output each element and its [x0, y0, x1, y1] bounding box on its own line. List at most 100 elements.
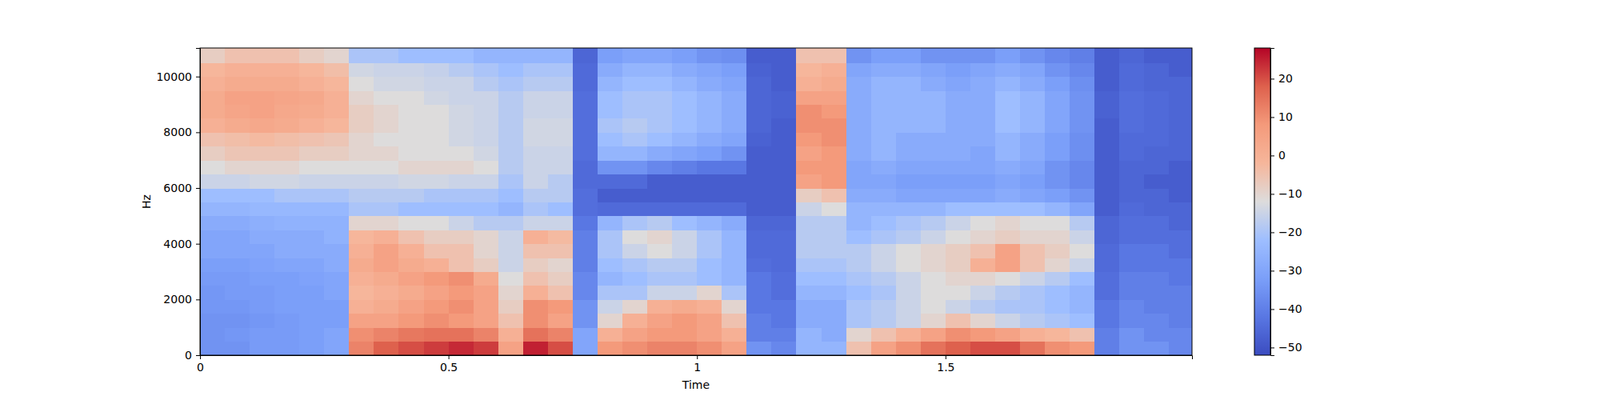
heatmap-cell: [373, 216, 400, 231]
tick: 0.5: [440, 355, 458, 374]
heatmap-cell: [622, 313, 648, 328]
heatmap-cell: [324, 174, 350, 189]
heatmap-cell: [821, 285, 848, 300]
heatmap-cell: [548, 244, 574, 259]
heatmap-cell: [224, 201, 251, 216]
heatmap-cell: [299, 299, 325, 314]
heatmap-cell: [1094, 76, 1120, 92]
heatmap-cell: [249, 90, 276, 105]
heatmap-cell: [1044, 299, 1071, 314]
heatmap-cell: [523, 90, 549, 105]
heatmap-cell: [871, 272, 897, 287]
heatmap-cell: [548, 257, 574, 272]
heatmap-cell: [1069, 272, 1096, 287]
heatmap-cell: [647, 48, 673, 64]
heatmap-cell: [200, 62, 226, 77]
heatmap-cell: [995, 174, 1021, 189]
heatmap-cell: [1119, 174, 1145, 189]
heatmap-cell: [348, 132, 375, 147]
heatmap-cell: [1094, 216, 1120, 231]
heatmap-cell: [846, 104, 872, 120]
heatmap-cell: [771, 132, 797, 147]
heatmap-cell: [647, 62, 673, 77]
heatmap-cell: [548, 132, 574, 147]
heatmap-cell: [398, 104, 424, 120]
heatmap-cell: [1168, 132, 1192, 147]
heatmap-cell: [200, 132, 226, 147]
heatmap-cell: [324, 118, 350, 133]
heatmap-cell: [821, 104, 848, 120]
heatmap-cell: [1044, 90, 1071, 105]
heatmap-cell: [1094, 174, 1120, 189]
heatmap-cell: [1119, 216, 1145, 231]
heatmap-cell: [597, 118, 624, 133]
heatmap-cell: [348, 48, 375, 64]
heatmap-cell: [1168, 104, 1192, 120]
heatmap-cell: [821, 160, 848, 175]
heatmap-cell: [672, 90, 698, 105]
heatmap-cell: [572, 132, 599, 147]
heatmap-cell: [597, 216, 624, 231]
heatmap-cell: [970, 201, 996, 216]
heatmap-cell: [746, 299, 772, 314]
heatmap-cell: [373, 341, 400, 356]
heatmap-cell: [771, 118, 797, 133]
heatmap-cell: [473, 216, 500, 231]
tick: 0: [184, 348, 200, 362]
heatmap-cell: [1020, 104, 1046, 120]
heatmap-cell: [920, 299, 947, 314]
heatmap-cell: [970, 146, 996, 161]
heatmap-cell: [821, 76, 848, 92]
heatmap-cell: [200, 188, 226, 203]
heatmap-cell: [523, 132, 549, 147]
heatmap-cell: [1069, 118, 1096, 133]
heatmap-cell: [473, 160, 500, 175]
heatmap-cell: [398, 146, 424, 161]
heatmap-cell: [846, 76, 872, 92]
heatmap-cell: [373, 313, 400, 328]
heatmap-cell: [920, 90, 947, 105]
heatmap-cell: [373, 201, 400, 216]
heatmap-cell: [672, 118, 698, 133]
heatmap-cell: [1119, 118, 1145, 133]
tick: −10: [1270, 187, 1303, 200]
heatmap-cell: [424, 244, 450, 259]
tick-label: −40: [1278, 302, 1303, 316]
heatmap-cell: [672, 244, 698, 259]
heatmap-cell: [970, 160, 996, 175]
heatmap-cell: [821, 313, 848, 328]
heatmap-cell: [796, 62, 822, 77]
heatmap-cell: [348, 118, 375, 133]
heatmap-cell: [274, 174, 300, 189]
heatmap-cell: [746, 216, 772, 231]
heatmap-cell: [373, 62, 400, 77]
heatmap-cell: [523, 146, 549, 161]
axis-line: [1271, 48, 1276, 356]
heatmap-cell: [1144, 118, 1170, 133]
heatmap-cell: [523, 118, 549, 133]
heatmap-cell: [548, 146, 574, 161]
heatmap-cell: [373, 146, 400, 161]
heatmap-cell: [1119, 146, 1145, 161]
heatmap-cell: [548, 285, 574, 300]
heatmap-cell: [771, 62, 797, 77]
heatmap-cell: [398, 341, 424, 356]
heatmap-cell: [1069, 160, 1096, 175]
tick-mark: [1270, 308, 1275, 310]
heatmap-cell: [299, 90, 325, 105]
heatmap-cell: [696, 285, 723, 300]
heatmap-cell: [498, 216, 524, 231]
heatmap-cell: [796, 76, 822, 92]
tick-mark: [196, 299, 200, 300]
heatmap-cell: [373, 229, 400, 244]
heatmap-cell: [274, 201, 300, 216]
heatmap-cell: [200, 229, 226, 244]
heatmap-cell: [796, 327, 822, 342]
heatmap-cell: [224, 272, 251, 287]
heatmap-cell: [995, 104, 1021, 120]
heatmap-cell: [672, 285, 698, 300]
heatmap-cell: [249, 188, 276, 203]
heatmap-cell: [696, 341, 723, 356]
heatmap-cell: [424, 272, 450, 287]
heatmap-cell: [1144, 299, 1170, 314]
